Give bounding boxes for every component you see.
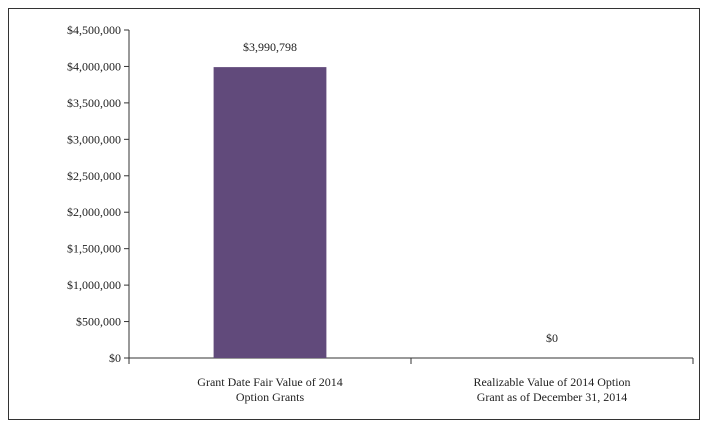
- bar: [213, 67, 327, 358]
- y-tick-label: $1,500,000: [67, 242, 121, 256]
- y-tick-label: $500,000: [76, 315, 121, 329]
- x-tick-label: Realizable Value of 2014 Option Grant as …: [473, 375, 630, 404]
- x-axis: Grant Date Fair Value of 2014 Option Gran…: [128, 357, 694, 404]
- y-tick-label: $3,500,000: [67, 96, 121, 110]
- y-tick-label: $1,000,000: [67, 278, 121, 292]
- chart-frame: [8, 8, 700, 420]
- bars: [213, 67, 327, 358]
- data-label: $0: [546, 331, 558, 345]
- y-tick-label: $4,500,000: [67, 23, 121, 37]
- data-label: $3,990,798: [243, 40, 297, 54]
- x-tick-label: Grant Date Fair Value of 2014 Option Gran…: [197, 375, 342, 404]
- y-tick-label: $4,000,000: [67, 59, 121, 73]
- data-labels: $3,990,798 $0: [243, 40, 558, 345]
- y-tick-label: $0: [109, 351, 121, 365]
- y-tick-label: $2,500,000: [67, 169, 121, 183]
- y-tick-label: $2,000,000: [67, 205, 121, 219]
- y-axis: $0 $500,000 $1,000,000 $1,500,000 $2,000,000…: [67, 23, 130, 365]
- y-tick-label: $3,000,000: [67, 132, 121, 146]
